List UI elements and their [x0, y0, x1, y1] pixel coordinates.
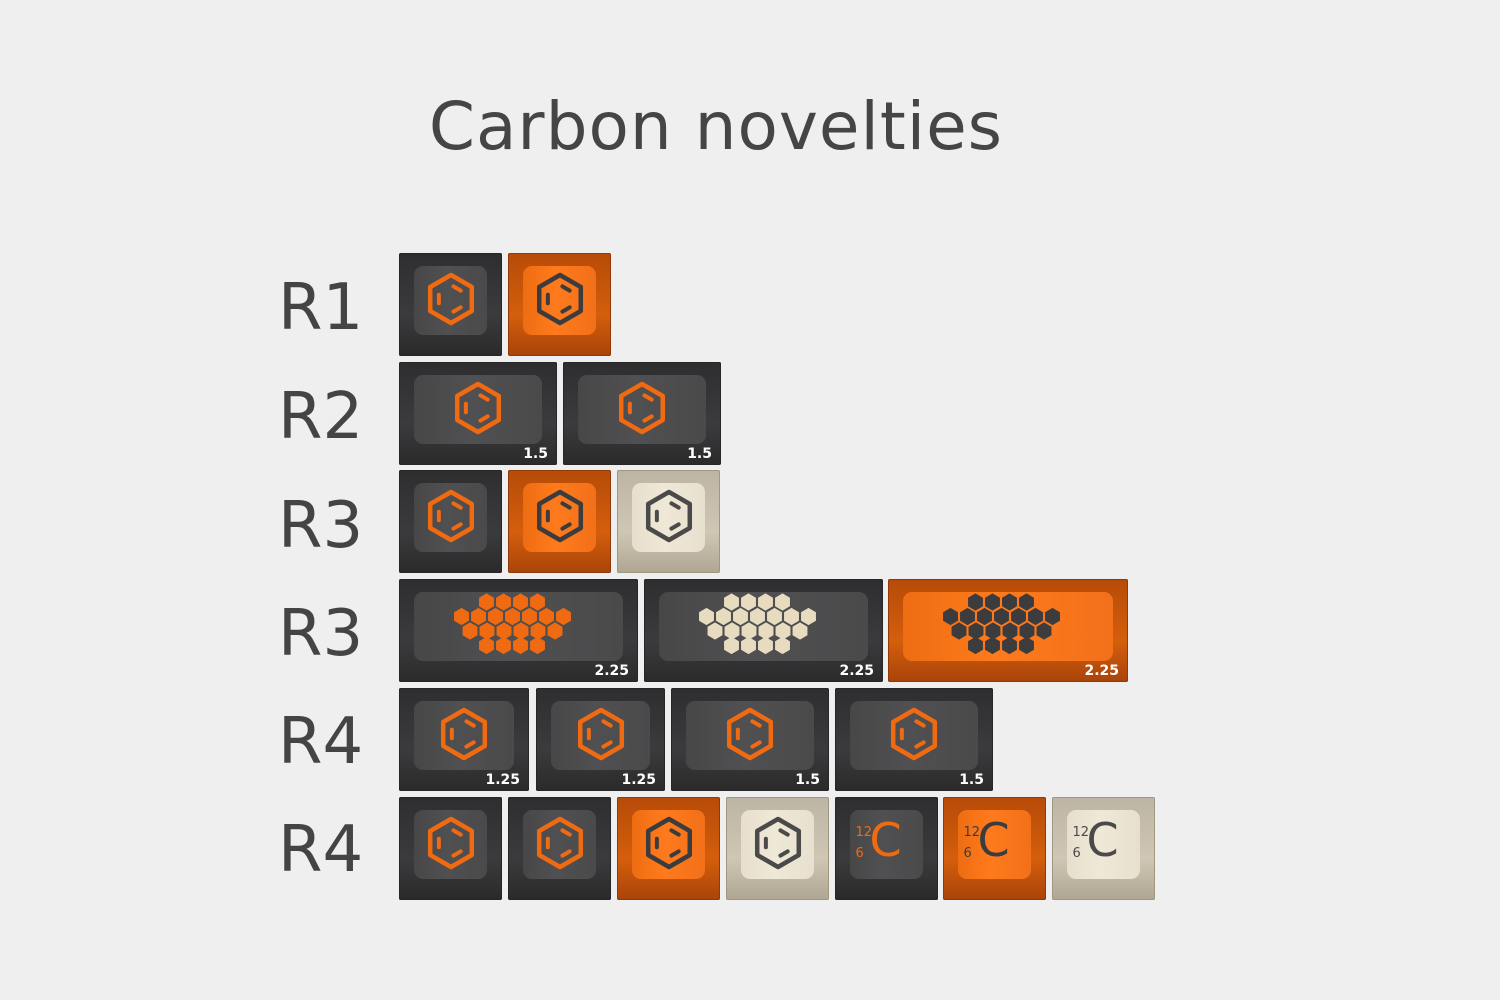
benzene-hexagon-icon	[440, 707, 488, 760]
keycap-r1-1	[399, 253, 502, 356]
mass-number: 12	[1072, 824, 1090, 840]
keycap-r4b-6: 12 6 C	[943, 797, 1046, 900]
keycap-legend	[750, 813, 806, 877]
key-size-label: 1.25	[485, 772, 520, 788]
keycap-r4b-4	[726, 797, 829, 900]
keycap-top-surface	[1067, 810, 1140, 879]
keycap-legend	[614, 378, 670, 442]
carbon-element-icon: 12 6 C	[963, 812, 1026, 870]
benzene-hexagon-icon	[427, 272, 474, 325]
benzene-hexagon-icon	[890, 707, 938, 760]
mass-number: 12	[963, 824, 981, 840]
keycap-legend	[453, 592, 584, 661]
element-symbol: C	[869, 812, 902, 867]
keycap-r4a-2: 1.25	[536, 688, 665, 791]
key-size-label: 1.5	[795, 772, 820, 788]
keycap-legend	[423, 269, 479, 333]
key-size-label: 1.25	[621, 772, 656, 788]
keycap-r4a-1: 1.25	[399, 688, 529, 791]
keycap-r4a-3: 1.5	[671, 688, 829, 791]
element-symbol: C	[977, 812, 1010, 867]
keycap-legend	[532, 269, 588, 333]
benzene-hexagon-icon	[618, 381, 666, 434]
keycap-r4a-4: 1.5	[835, 688, 993, 791]
keycap-r3a-3	[617, 470, 720, 573]
keycap-r1-2	[508, 253, 611, 356]
row-label-r4-novelty: R4	[278, 813, 364, 887]
keycap-legend	[722, 704, 778, 768]
benzene-hexagon-icon	[536, 272, 583, 325]
row-label-r1: R1	[278, 271, 364, 345]
keycap-r3b-3: 2.25	[888, 579, 1128, 682]
keycap-r2-2: 1.5	[563, 362, 721, 465]
keycap-top-surface	[958, 810, 1031, 879]
keycap-legend	[532, 813, 588, 877]
key-size-label: 1.5	[687, 446, 712, 462]
keycap-r3b-2: 2.25	[644, 579, 883, 682]
key-size-label: 2.25	[594, 663, 629, 679]
honeycomb-icon	[698, 592, 816, 654]
key-size-label: 1.5	[523, 446, 548, 462]
key-size-label: 2.25	[839, 663, 874, 679]
carbon-element-icon: 12 6 C	[1072, 812, 1135, 870]
page-title: Carbon novelties	[428, 88, 1004, 165]
keycap-legend	[641, 813, 697, 877]
honeycomb-icon	[943, 592, 1060, 654]
keycap-legend	[573, 704, 629, 768]
keycap-legend	[886, 704, 942, 768]
carbon-element-icon: 12 6 C	[855, 812, 918, 870]
keycap-legend	[423, 486, 479, 550]
keycap-legend	[532, 486, 588, 550]
benzene-hexagon-icon	[645, 489, 692, 542]
keycap-r4b-3	[617, 797, 720, 900]
benzene-hexagon-icon	[577, 707, 624, 760]
atomic-number: 6	[855, 845, 864, 861]
keycap-top-surface	[850, 810, 923, 879]
keycap-r4b-7: 12 6 C	[1052, 797, 1155, 900]
row-label-r3-wide: R3	[278, 597, 364, 671]
key-size-label: 1.5	[959, 772, 984, 788]
keycap-r4b-5: 12 6 C	[835, 797, 938, 900]
keycap-r2-1: 1.5	[399, 362, 557, 465]
keycap-legend	[641, 486, 697, 550]
benzene-hexagon-icon	[427, 489, 474, 542]
benzene-hexagon-icon	[536, 816, 583, 869]
benzene-hexagon-icon	[645, 816, 692, 869]
keycap-legend	[943, 592, 1073, 661]
benzene-hexagon-icon	[427, 816, 474, 869]
row-label-r4: R4	[278, 705, 364, 779]
keycap-legend	[698, 592, 829, 661]
row-label-r3: R3	[278, 489, 364, 563]
keycap-r4b-1	[399, 797, 502, 900]
key-size-label: 2.25	[1084, 663, 1119, 679]
keycap-r3b-1: 2.25	[399, 579, 638, 682]
element-symbol: C	[1086, 812, 1119, 867]
keycap-r3a-2	[508, 470, 611, 573]
keycap-legend	[423, 813, 479, 877]
keycap-r4b-2	[508, 797, 611, 900]
keycap-legend	[450, 378, 506, 442]
benzene-hexagon-icon	[754, 816, 801, 869]
mass-number: 12	[855, 824, 873, 840]
benzene-hexagon-icon	[454, 381, 502, 434]
row-label-r2: R2	[278, 380, 364, 454]
keycap-legend	[436, 704, 492, 768]
keycap-r3a-1	[399, 470, 502, 573]
atomic-number: 6	[1072, 845, 1081, 861]
benzene-hexagon-icon	[726, 707, 774, 760]
honeycomb-icon	[453, 592, 571, 654]
atomic-number: 6	[963, 845, 972, 861]
benzene-hexagon-icon	[536, 489, 583, 542]
